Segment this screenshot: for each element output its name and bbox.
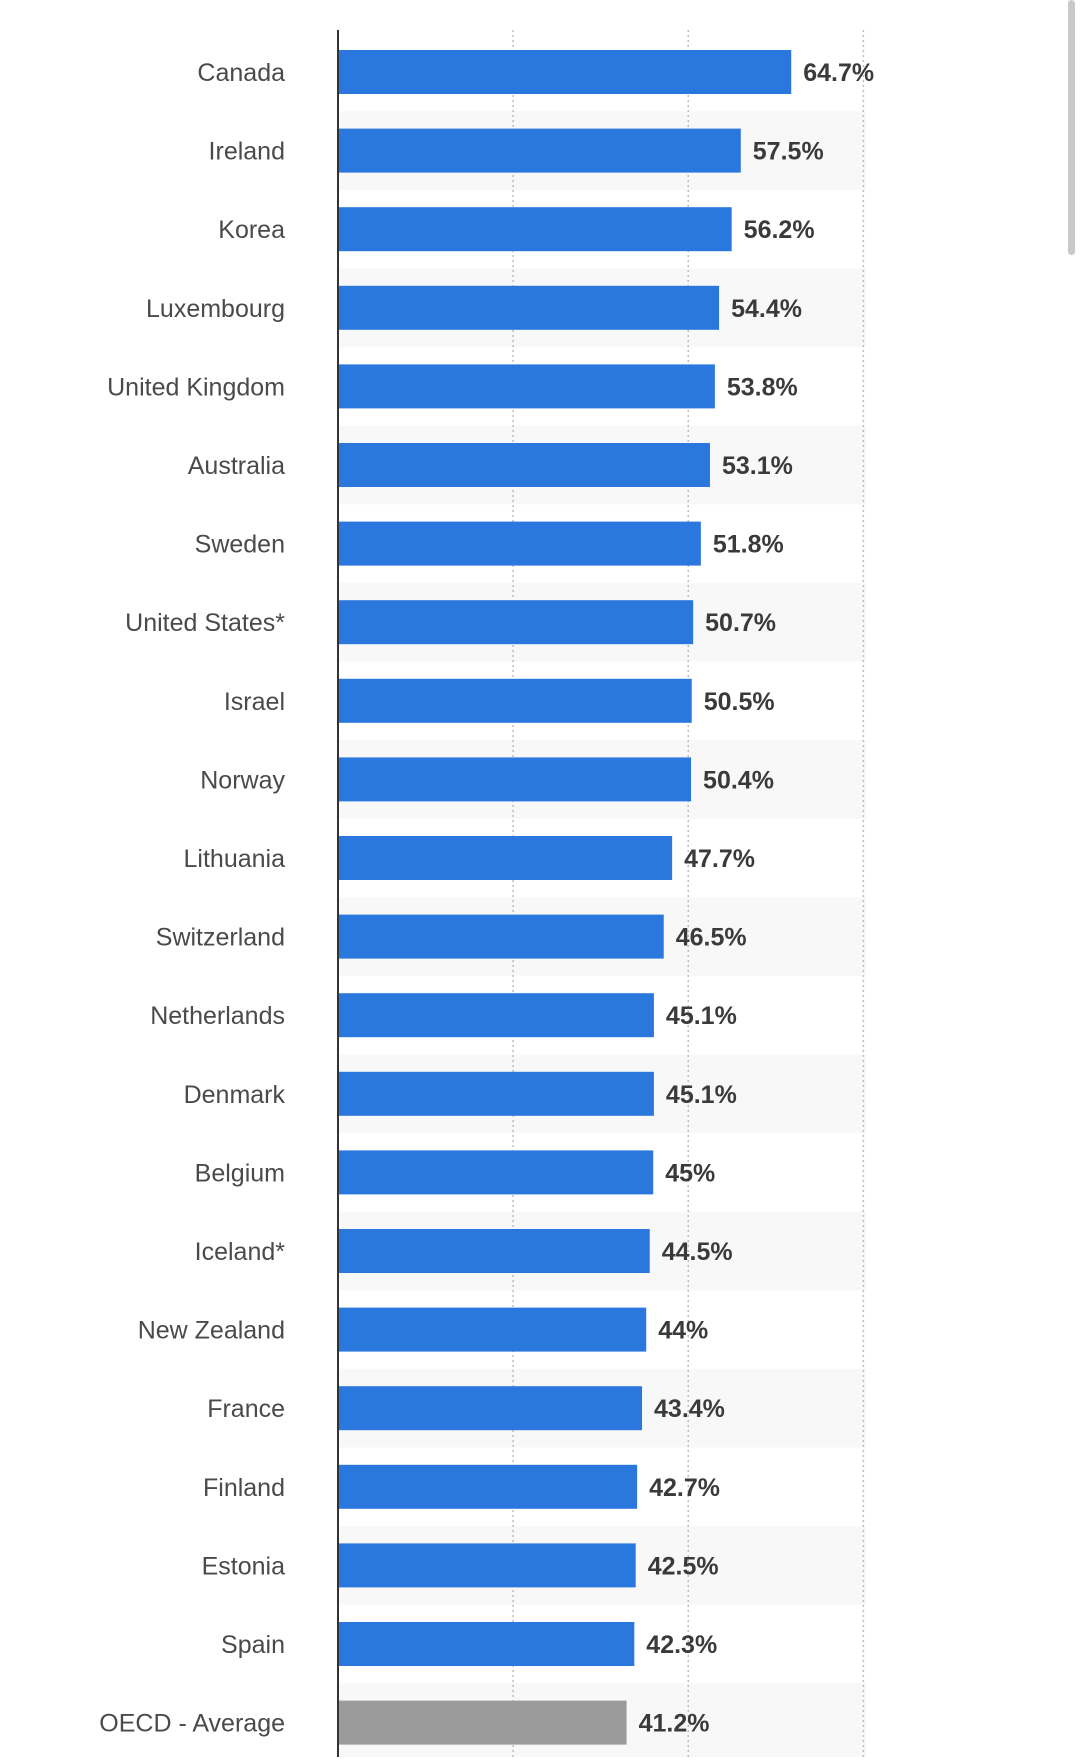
bar[interactable] xyxy=(338,1229,650,1273)
bar[interactable] xyxy=(338,914,664,959)
bar[interactable] xyxy=(338,836,673,880)
value-label: 42.5% xyxy=(648,1552,719,1580)
category-label: Norway xyxy=(200,766,285,794)
bar[interactable] xyxy=(338,1307,647,1352)
value-label: 50.5% xyxy=(704,688,775,716)
bar[interactable] xyxy=(338,678,692,723)
page-scrollbar[interactable] xyxy=(1068,0,1075,255)
value-label: 43.4% xyxy=(654,1395,725,1423)
bars xyxy=(338,50,792,1745)
category-label: France xyxy=(207,1395,285,1423)
bar[interactable] xyxy=(338,600,694,645)
value-label: 42.7% xyxy=(649,1474,720,1502)
category-label: Netherlands xyxy=(150,1002,285,1030)
value-label: 41.2% xyxy=(639,1710,710,1738)
bar[interactable] xyxy=(338,1464,638,1509)
category-label: Finland xyxy=(203,1474,285,1502)
bar[interactable] xyxy=(338,1071,654,1116)
bar[interactable] xyxy=(338,50,792,94)
category-label: Canada xyxy=(197,59,285,87)
category-label: United States* xyxy=(125,609,285,637)
bar[interactable] xyxy=(338,207,732,252)
bar[interactable] xyxy=(338,521,701,566)
value-label: 57.5% xyxy=(753,138,824,166)
value-label: 56.2% xyxy=(744,216,815,244)
value-label: 45.1% xyxy=(666,1081,737,1109)
value-label: 44% xyxy=(658,1317,708,1345)
bar[interactable] xyxy=(338,1700,627,1745)
bar[interactable] xyxy=(338,1150,654,1195)
category-label: New Zealand xyxy=(138,1317,285,1345)
category-label: Iceland* xyxy=(195,1238,286,1266)
value-label: 47.7% xyxy=(684,845,755,873)
value-label: 45% xyxy=(665,1159,715,1187)
category-label: Korea xyxy=(218,216,285,244)
bar[interactable] xyxy=(338,757,692,802)
category-label: Denmark xyxy=(184,1081,286,1109)
value-label: 50.7% xyxy=(705,609,776,637)
bar[interactable] xyxy=(338,993,654,1038)
value-label: 64.7% xyxy=(803,59,874,87)
bar[interactable] xyxy=(338,1543,636,1588)
bar[interactable] xyxy=(338,1386,643,1431)
value-label: 54.4% xyxy=(731,295,802,323)
bar[interactable] xyxy=(338,364,715,409)
category-label: Switzerland xyxy=(156,924,285,952)
category-labels: Canada Ireland Korea Luxembourg United Kingd… xyxy=(99,59,285,1738)
category-label: Ireland xyxy=(209,138,285,166)
value-label: 51.8% xyxy=(713,531,784,559)
category-label: Spain xyxy=(221,1631,285,1659)
bar[interactable] xyxy=(338,128,741,173)
value-label: 53.8% xyxy=(727,373,798,401)
value-label: 42.3% xyxy=(646,1631,717,1659)
value-label: 44.5% xyxy=(662,1238,733,1266)
value-labels: 64.7% 57.5% 56.2% 54.4% 53.8% 53.1% 51.8% 50.7%… xyxy=(639,59,875,1738)
category-label: Australia xyxy=(188,452,285,480)
bar[interactable] xyxy=(338,443,710,487)
category-label: United Kingdom xyxy=(107,373,285,401)
category-label: Luxembourg xyxy=(146,295,285,323)
category-label: Estonia xyxy=(202,1552,285,1580)
category-label: Israel xyxy=(224,688,285,716)
value-label: 50.4% xyxy=(703,766,774,794)
category-label: OECD - Average xyxy=(99,1710,285,1738)
category-label: Lithuania xyxy=(184,845,286,873)
category-label: Belgium xyxy=(195,1159,285,1187)
bar[interactable] xyxy=(338,1622,635,1666)
category-label: Sweden xyxy=(195,531,285,559)
bar[interactable] xyxy=(338,285,720,330)
value-label: 53.1% xyxy=(722,452,793,480)
value-label: 46.5% xyxy=(676,924,747,952)
value-label: 45.1% xyxy=(666,1002,737,1030)
